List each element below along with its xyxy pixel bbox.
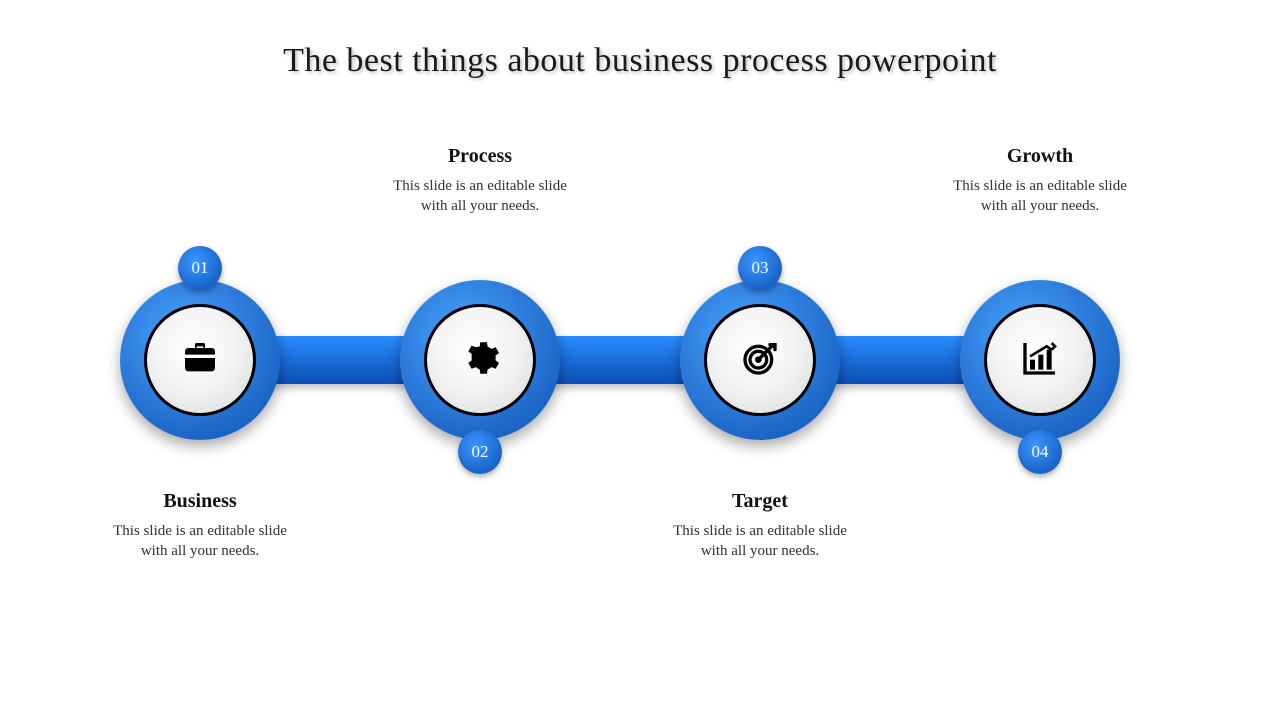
step-badge-2: 02 [458,430,502,474]
process-chain [0,280,1280,440]
slide-title: The best things about business process p… [0,42,1280,80]
chart-icon [1020,338,1060,383]
step-node-4 [960,280,1120,440]
step-desc: This slide is an editable slide with all… [940,176,1140,217]
step-desc: This slide is an editable slide with all… [100,521,300,562]
step-text-1: Business This slide is an editable slide… [100,490,300,562]
step-desc: This slide is an editable slide with all… [660,521,860,562]
step-text-4: Growth This slide is an editable slide w… [940,145,1140,217]
target-icon [740,338,780,383]
ring-inner [144,304,256,416]
badge-number: 04 [1032,442,1049,462]
step-badge-4: 04 [1018,430,1062,474]
step-badge-3: 03 [738,246,782,290]
ring-inner [424,304,536,416]
ring-inner [704,304,816,416]
step-title: Business [100,490,300,513]
badge-number: 03 [752,258,769,278]
badge-number: 01 [192,258,209,278]
briefcase-icon [180,338,220,383]
badge-number: 02 [472,442,489,462]
step-text-2: Process This slide is an editable slide … [380,145,580,217]
step-desc: This slide is an editable slide with all… [380,176,580,217]
ring-inner [984,304,1096,416]
step-node-3 [680,280,840,440]
step-badge-1: 01 [178,246,222,290]
step-title: Process [380,145,580,168]
step-node-1 [120,280,280,440]
gear-icon [460,338,500,383]
step-text-3: Target This slide is an editable slide w… [660,490,860,562]
step-node-2 [400,280,560,440]
step-title: Target [660,490,860,513]
step-title: Growth [940,145,1140,168]
